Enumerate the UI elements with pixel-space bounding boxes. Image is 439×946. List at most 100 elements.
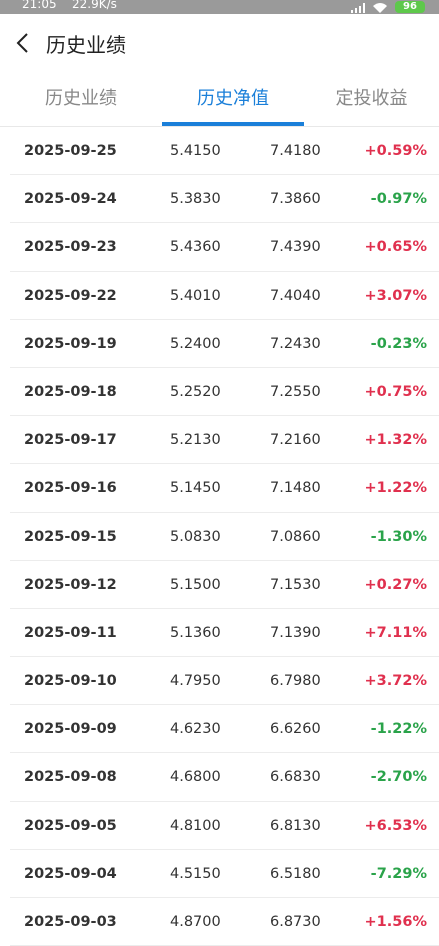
row-accumulated-nav: 7.4040 [270,287,321,304]
row-date: 2025-09-17 [24,432,117,449]
list-item[interactable]: 2025-09-17 5.2130 7.2160 +1.32% [10,416,439,465]
tab-divider [0,126,439,127]
row-daily-change: +0.59% [364,143,427,159]
row-daily-change: +0.75% [364,383,427,400]
row-date: 2025-09-11 [24,624,117,641]
row-accumulated-nav: 7.1390 [270,624,321,641]
row-date: 2025-09-24 [24,191,117,208]
row-accumulated-nav: 7.1530 [270,576,321,593]
row-date: 2025-09-12 [24,576,117,593]
list-item[interactable]: 2025-09-23 5.4360 7.4390 +0.65% [10,223,439,272]
row-unit-nav: 5.2400 [170,335,221,352]
row-daily-change: -0.97% [370,191,427,208]
list-item[interactable]: 2025-09-03 4.8700 6.8730 +1.56% [10,898,439,946]
row-daily-change: +1.22% [364,480,427,497]
row-date: 2025-09-16 [24,480,117,497]
row-unit-nav: 4.8100 [170,817,221,834]
row-unit-nav: 5.1360 [170,624,221,641]
row-date: 2025-09-10 [24,673,117,690]
row-date: 2025-09-22 [24,287,117,304]
battery-icon: 96 [395,1,425,13]
row-unit-nav: 5.1450 [170,480,221,497]
row-accumulated-nav: 6.5180 [270,865,321,882]
row-date: 2025-09-19 [24,335,117,352]
row-accumulated-nav: 7.2430 [270,335,321,352]
tab-dca-returns[interactable]: 定投收益 [304,72,439,126]
row-daily-change: -7.29% [370,865,427,882]
signal-icon [351,2,365,13]
row-unit-nav: 5.0830 [170,528,221,545]
row-date: 2025-09-15 [24,528,117,545]
row-accumulated-nav: 7.1480 [270,480,321,497]
list-item[interactable]: 2025-09-25 5.4150 7.4180 +0.59% [10,127,439,176]
row-unit-nav: 5.2520 [170,383,221,400]
status-icons: 96 [351,0,425,14]
list-item[interactable]: 2025-09-16 5.1450 7.1480 +1.22% [10,464,439,513]
list-item[interactable]: 2025-09-05 4.8100 6.8130 +6.53% [10,802,439,850]
list-item[interactable]: 2025-09-15 5.0830 7.0860 -1.30% [10,513,439,561]
list-item[interactable]: 2025-09-18 5.2520 7.2550 +0.75% [10,368,439,417]
row-daily-change: +1.32% [364,432,427,449]
wifi-icon [373,2,387,13]
tab-bar: 历史业绩 历史净值 定投收益 [0,72,439,126]
list-item[interactable]: 2025-09-08 4.6800 6.6830 -2.70% [10,753,439,802]
row-accumulated-nav: 6.6830 [270,769,321,786]
row-unit-nav: 4.8700 [170,914,221,930]
row-unit-nav: 4.5150 [170,865,221,882]
list-item[interactable]: 2025-09-11 5.1360 7.1390 +7.11% [10,609,439,658]
row-accumulated-nav: 6.7980 [270,673,321,690]
list-item[interactable]: 2025-09-09 4.6230 6.6260 -1.22% [10,705,439,754]
tab-history-performance[interactable]: 历史业绩 [0,72,162,126]
tab-label: 历史净值 [197,88,269,109]
row-unit-nav: 5.3830 [170,191,221,208]
row-daily-change: +3.72% [364,673,427,690]
tab-label: 定投收益 [335,88,408,109]
row-accumulated-nav: 7.4390 [270,239,321,256]
row-accumulated-nav: 6.8730 [270,914,321,930]
nav-history-list[interactable]: 2025-09-25 5.4150 7.4180 +0.59% 2025-09-24 5.… [10,127,439,946]
list-item[interactable]: 2025-09-22 5.4010 7.4040 +3.07% [10,272,439,320]
row-date: 2025-09-18 [24,383,117,400]
row-unit-nav: 5.1500 [170,576,221,593]
row-daily-change: -0.23% [370,335,427,352]
row-daily-change: +1.56% [364,914,427,930]
row-accumulated-nav: 7.4180 [270,143,321,159]
row-daily-change: -1.30% [370,528,427,545]
row-unit-nav: 5.2130 [170,432,221,449]
list-item[interactable]: 2025-09-04 4.5150 6.5180 -7.29% [10,850,439,898]
row-daily-change: +0.65% [364,239,427,256]
status-bar: 21:05 22.9K/s 96 [0,0,439,14]
row-date: 2025-09-08 [24,769,117,786]
row-accumulated-nav: 7.0860 [270,528,321,545]
back-button[interactable] [10,31,34,55]
status-network-speed: 22.9K/s [72,0,117,11]
app-header: 历史业绩 [0,14,439,72]
row-date: 2025-09-09 [24,721,117,738]
tab-history-nav[interactable]: 历史净值 [162,72,304,126]
row-unit-nav: 5.4010 [170,287,221,304]
row-daily-change: -1.22% [370,721,427,738]
row-unit-nav: 4.6230 [170,721,221,738]
list-item[interactable]: 2025-09-19 5.2400 7.2430 -0.23% [10,320,439,368]
list-item[interactable]: 2025-09-10 4.7950 6.7980 +3.72% [10,657,439,706]
row-date: 2025-09-23 [24,239,117,256]
row-accumulated-nav: 7.2160 [270,432,321,449]
list-item[interactable]: 2025-09-12 5.1500 7.1530 +0.27% [10,561,439,609]
row-unit-nav: 5.4360 [170,239,221,256]
row-accumulated-nav: 6.6260 [270,721,321,738]
row-accumulated-nav: 6.8130 [270,817,321,834]
page-title: 历史业绩 [46,32,126,57]
chevron-left-icon [16,33,28,53]
tab-label: 历史业绩 [45,88,117,109]
row-daily-change: -2.70% [370,769,427,786]
list-item[interactable]: 2025-09-24 5.3830 7.3860 -0.97% [10,175,439,224]
row-accumulated-nav: 7.2550 [270,383,321,400]
row-daily-change: +7.11% [364,624,427,641]
row-accumulated-nav: 7.3860 [270,191,321,208]
active-tab-indicator [162,122,304,126]
row-daily-change: +3.07% [364,287,427,304]
row-unit-nav: 4.6800 [170,769,221,786]
row-daily-change: +0.27% [364,576,427,593]
row-date: 2025-09-03 [24,914,117,930]
row-date: 2025-09-05 [24,817,117,834]
